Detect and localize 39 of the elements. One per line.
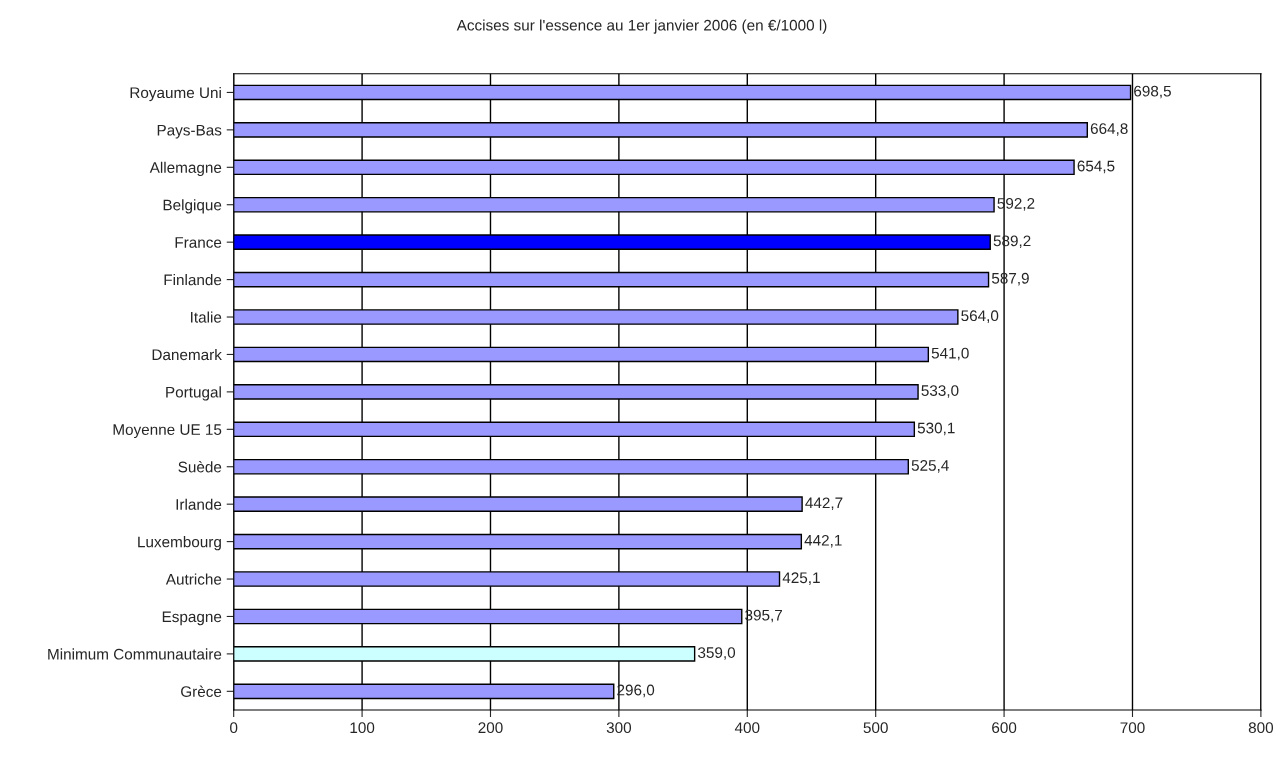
data-label: 359,0 xyxy=(698,647,736,660)
x-tick-label: 300 xyxy=(606,722,632,734)
x-tick-label: 700 xyxy=(1120,722,1145,734)
y-tick-label: Suède xyxy=(178,461,222,473)
data-label: 442,7 xyxy=(805,497,843,511)
data-label: 564,0 xyxy=(961,310,999,323)
y-tick-label: Luxembourg xyxy=(138,536,221,551)
data-label: 425,1 xyxy=(782,572,820,585)
y-tick-label: Belgique xyxy=(163,199,222,214)
data-label: 541,0 xyxy=(931,347,969,361)
data-label: 698,5 xyxy=(1134,85,1171,99)
y-tick-label: Moyenne UE 15 xyxy=(113,424,222,439)
y-tick-label: Danemark xyxy=(152,348,222,361)
y-tick-label: Pays-Bas xyxy=(157,124,222,139)
y-tick-label: Italie xyxy=(191,311,222,323)
x-tick-label: 800 xyxy=(1248,722,1274,734)
y-tick-label: Portugal xyxy=(166,386,221,401)
y-tick-label: Minimum Communautaire xyxy=(48,648,222,660)
data-label: 664,8 xyxy=(1090,123,1128,136)
data-label: 654,5 xyxy=(1077,160,1115,174)
x-tick-label: 100 xyxy=(350,722,375,734)
y-tick-label: Espagne xyxy=(162,611,222,626)
data-label: 442,1 xyxy=(804,534,842,548)
x-tick-label: 200 xyxy=(478,722,503,734)
chart-title: Accises sur l'essence au 1er janvier 2006 (en €/1000 l) xyxy=(456,19,827,34)
y-tick-label: Autriche xyxy=(165,573,222,585)
data-label: 530,1 xyxy=(917,422,955,436)
x-tick-label: 0 xyxy=(230,722,238,734)
x-tick-label: 600 xyxy=(992,722,1017,734)
x-tick-label: 400 xyxy=(734,722,760,734)
data-label: 525,4 xyxy=(911,460,949,473)
data-label: 533,0 xyxy=(921,385,959,398)
y-tick-label: Grèce xyxy=(181,685,222,698)
x-tick-label: 500 xyxy=(863,722,888,734)
y-tick-label: France xyxy=(175,237,222,248)
y-tick-label: Finlande xyxy=(164,274,222,286)
y-tick-label: Allemagne xyxy=(149,161,222,176)
y-tick-label: Irlande xyxy=(176,498,222,510)
y-tick-label: Royaume Uni xyxy=(130,86,221,102)
